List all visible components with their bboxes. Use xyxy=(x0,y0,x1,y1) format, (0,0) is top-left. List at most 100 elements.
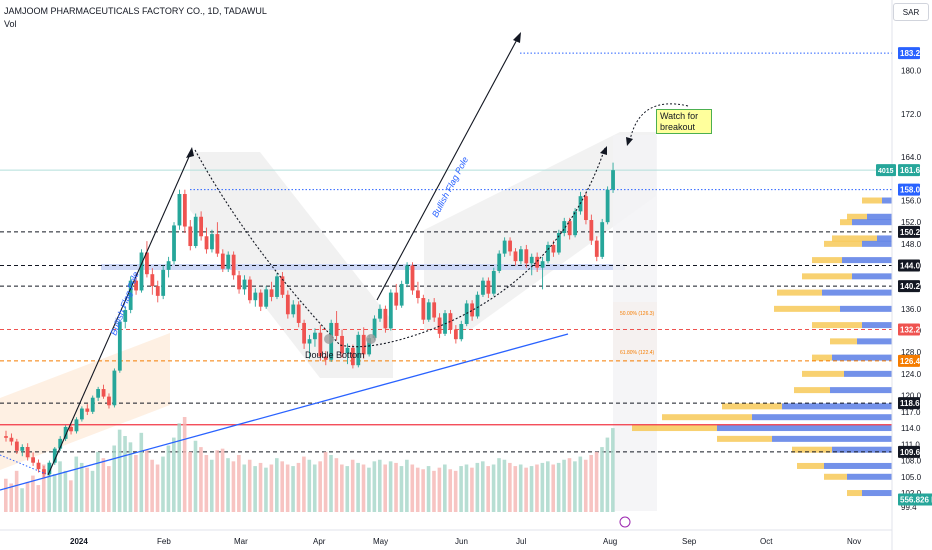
candle-52 xyxy=(285,290,290,319)
volume-bar-85 xyxy=(464,464,469,512)
volume-bar-38 xyxy=(209,459,214,512)
candle-27 xyxy=(150,268,155,295)
candle-body-57 xyxy=(313,332,317,340)
rounding-bottom-arrow-head xyxy=(600,146,607,155)
volume-bar-82 xyxy=(448,469,453,512)
profile-row-buy-18 xyxy=(832,446,892,453)
candle-body-31 xyxy=(172,225,176,262)
price-tick-2: 105.0 xyxy=(901,473,922,482)
volume-bar-71 xyxy=(388,461,393,512)
volume-bar-68 xyxy=(372,461,377,512)
candle-body-40 xyxy=(220,253,225,269)
volume-bar-36 xyxy=(199,447,203,512)
candle-1 xyxy=(9,433,14,446)
profile-row-buy-13 xyxy=(830,387,892,394)
volume-bar-66 xyxy=(361,464,366,512)
volume-bar-74 xyxy=(405,459,409,512)
candle-74 xyxy=(405,262,409,288)
candle-body-65 xyxy=(356,334,361,366)
profile-row-sell-13 xyxy=(794,387,830,394)
volume-indicator-label[interactable]: Vol xyxy=(4,19,17,29)
candle-23 xyxy=(128,276,133,314)
candle-body-86 xyxy=(470,303,475,317)
candle-body-14 xyxy=(79,408,84,420)
volume-bar-77 xyxy=(421,469,425,512)
price-tag-4: 144.0 xyxy=(900,262,921,271)
price-tag-badge-bg-1 xyxy=(876,164,896,177)
candle-64 xyxy=(350,344,355,369)
candle-41 xyxy=(226,251,231,273)
candle-77 xyxy=(421,294,426,325)
candle-78 xyxy=(426,299,431,322)
candle-body-43 xyxy=(237,275,241,290)
volume-bar-42 xyxy=(231,461,236,512)
price-tag-7: 126.4 xyxy=(900,357,921,366)
candle-body-38 xyxy=(210,234,214,250)
time-tick-9: Oct xyxy=(760,537,773,546)
candle-body-20 xyxy=(112,370,117,406)
volume-bar-90 xyxy=(491,464,496,512)
profile-row-sell-2 xyxy=(862,197,882,204)
candle-body-41 xyxy=(226,254,231,269)
price-tick-11: 136.0 xyxy=(901,305,922,314)
candle-body-59 xyxy=(323,356,328,360)
profile-row-buy-15 xyxy=(752,414,892,421)
candle-39 xyxy=(215,222,220,257)
currency-selector[interactable]: SAR xyxy=(893,3,929,21)
candle-body-0 xyxy=(4,436,8,438)
candle-body-111 xyxy=(605,189,610,223)
candle-57 xyxy=(313,328,317,347)
candle-71 xyxy=(388,289,393,331)
candle-body-61 xyxy=(334,322,339,336)
candle-107 xyxy=(584,191,588,225)
candle-12 xyxy=(69,422,73,435)
candle-body-93 xyxy=(508,240,512,252)
volume-bar-86 xyxy=(470,467,474,512)
dotted-trend-line xyxy=(0,454,47,475)
time-tick-0: 2024 xyxy=(70,537,88,546)
trend-support-line xyxy=(0,333,569,491)
chart-header: JAMJOOM PHARMACEUTICALS FACTORY CO., 1D,… xyxy=(4,6,267,29)
price-tag-5: 140.2 xyxy=(900,282,921,291)
profile-row-buy-9 xyxy=(862,322,892,329)
volume-bar-92 xyxy=(502,459,507,512)
price-tick-9: 128.0 xyxy=(901,348,922,357)
candle-body-70 xyxy=(383,308,388,329)
volume-bar-96 xyxy=(524,467,528,512)
candle-47 xyxy=(258,289,263,312)
watch-breakout-note[interactable]: Watch for breakout xyxy=(656,109,712,134)
candle-body-97 xyxy=(529,256,534,264)
candle-body-53 xyxy=(291,304,296,315)
profile-row-buy-19 xyxy=(824,462,892,469)
volume-bar-61 xyxy=(334,458,339,512)
candle-110 xyxy=(600,218,605,260)
volume-bar-108 xyxy=(589,455,593,512)
candle-2 xyxy=(14,438,19,455)
volume-bar-81 xyxy=(443,464,447,512)
price-tag-bg-6 xyxy=(898,323,920,336)
candle-body-56 xyxy=(307,339,312,344)
candle-42 xyxy=(231,251,236,280)
price-tag-2: 158.0 xyxy=(900,186,921,195)
candle-body-29 xyxy=(161,269,166,296)
candle-body-90 xyxy=(491,270,496,294)
profile-row-sell-15 xyxy=(662,414,752,421)
volume-bar-7 xyxy=(41,464,46,512)
candle-96 xyxy=(524,244,529,268)
candle-55 xyxy=(302,319,306,349)
candle-93 xyxy=(508,237,512,256)
profile-row-sell-11 xyxy=(812,354,832,361)
profile-row-buy-3 xyxy=(852,219,892,226)
candle-body-48 xyxy=(264,289,269,307)
volume-bar-21 xyxy=(117,429,122,512)
volume-bar-76 xyxy=(415,467,420,512)
candle-body-94 xyxy=(513,251,518,262)
volume-bar-58 xyxy=(318,461,322,512)
candle-18 xyxy=(101,384,106,399)
candle-43 xyxy=(237,270,241,294)
candle-body-88 xyxy=(481,280,485,295)
profile-row-buy-7 xyxy=(822,289,892,296)
candle-body-87 xyxy=(475,294,480,317)
